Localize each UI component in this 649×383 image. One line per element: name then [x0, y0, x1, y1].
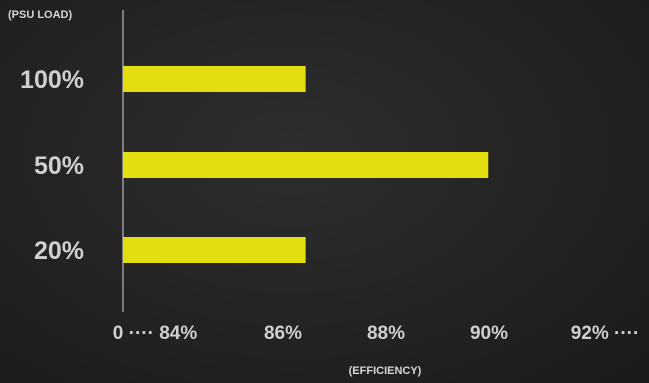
y-axis-title: (PSU LOAD) — [8, 9, 73, 21]
x-tick-label: 90% — [470, 323, 508, 344]
x-tick-label: 88% — [367, 323, 405, 344]
x-tick-label: 0 ···· 84% — [113, 323, 198, 344]
x-axis-title: (EFFICIENCY) — [349, 365, 422, 377]
bars-layer: 100% 50% 20% — [20, 66, 489, 265]
bar — [123, 66, 306, 92]
x-tick-label: 92% ···· — [571, 323, 640, 344]
bar — [123, 237, 306, 263]
category-label: 100% — [20, 66, 84, 94]
category-label: 50% — [34, 152, 84, 180]
bar — [123, 152, 489, 178]
x-tick-labels: 0 ···· 84% 86% 88% 90% 92% ···· — [113, 323, 640, 344]
x-tick-label: 86% — [264, 323, 302, 344]
category-label: 20% — [34, 237, 84, 265]
